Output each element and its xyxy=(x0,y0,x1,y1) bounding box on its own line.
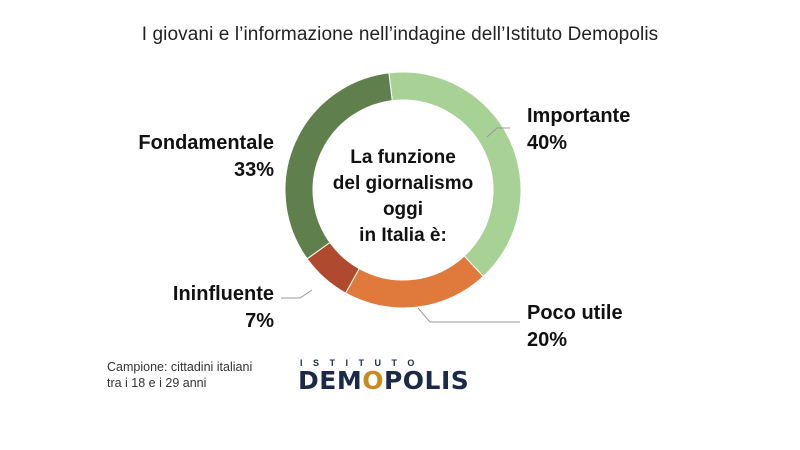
logo-part-2: POLIS xyxy=(383,366,470,395)
sample-note: Campione: cittadini italiani tra i 18 e … xyxy=(107,359,277,391)
leader-line-ininfluente xyxy=(281,289,313,299)
label-ininfluente: Ininfluente 7% xyxy=(122,281,274,335)
label-importante-name: Importante xyxy=(527,105,631,127)
label-importante: Importante 40% xyxy=(527,103,630,157)
center-line-3: oggi xyxy=(382,199,424,220)
label-fondamentale: Fondamentale 33% xyxy=(100,130,274,184)
label-fondamentale-value: 33% xyxy=(233,159,274,181)
center-line-1: La funzione xyxy=(350,147,456,168)
donut-slice-poco-utile xyxy=(344,255,484,309)
sample-note-line-2: tra i 18 e i 29 anni xyxy=(107,376,207,390)
sample-note-line-1: Campione: cittadini italiani xyxy=(107,360,253,374)
logo-subtitle: ISTITUTO xyxy=(300,358,425,368)
label-importante-value: 40% xyxy=(527,132,568,154)
leader-line-importante xyxy=(486,127,510,138)
leader-line-poco-utile xyxy=(417,307,520,323)
label-poco-utile: Poco utile 20% xyxy=(527,300,623,354)
logo-sun-o: O xyxy=(362,366,384,395)
label-poco-utile-name: Poco utile xyxy=(527,302,623,324)
donut-center-text: La funzione del giornalismo oggi in Ital… xyxy=(318,145,488,249)
chart-title: I giovani e l’informazione nell’indagine… xyxy=(141,24,659,45)
label-ininfluente-name: Ininfluente xyxy=(172,283,274,305)
label-poco-utile-value: 20% xyxy=(527,329,568,351)
donut-slice-fondamentale xyxy=(284,72,393,260)
center-line-4: in Italia è: xyxy=(359,225,447,246)
label-fondamentale-name: Fondamentale xyxy=(138,132,274,154)
demopolis-logo: ISTITUTO DEMOPOLIS xyxy=(298,358,498,394)
logo-wordmark: DEMOPOLIS xyxy=(298,368,498,394)
logo-part-1: DEM xyxy=(298,366,363,395)
center-line-2: del giornalismo xyxy=(332,173,474,194)
label-ininfluente-value: 7% xyxy=(245,310,274,332)
